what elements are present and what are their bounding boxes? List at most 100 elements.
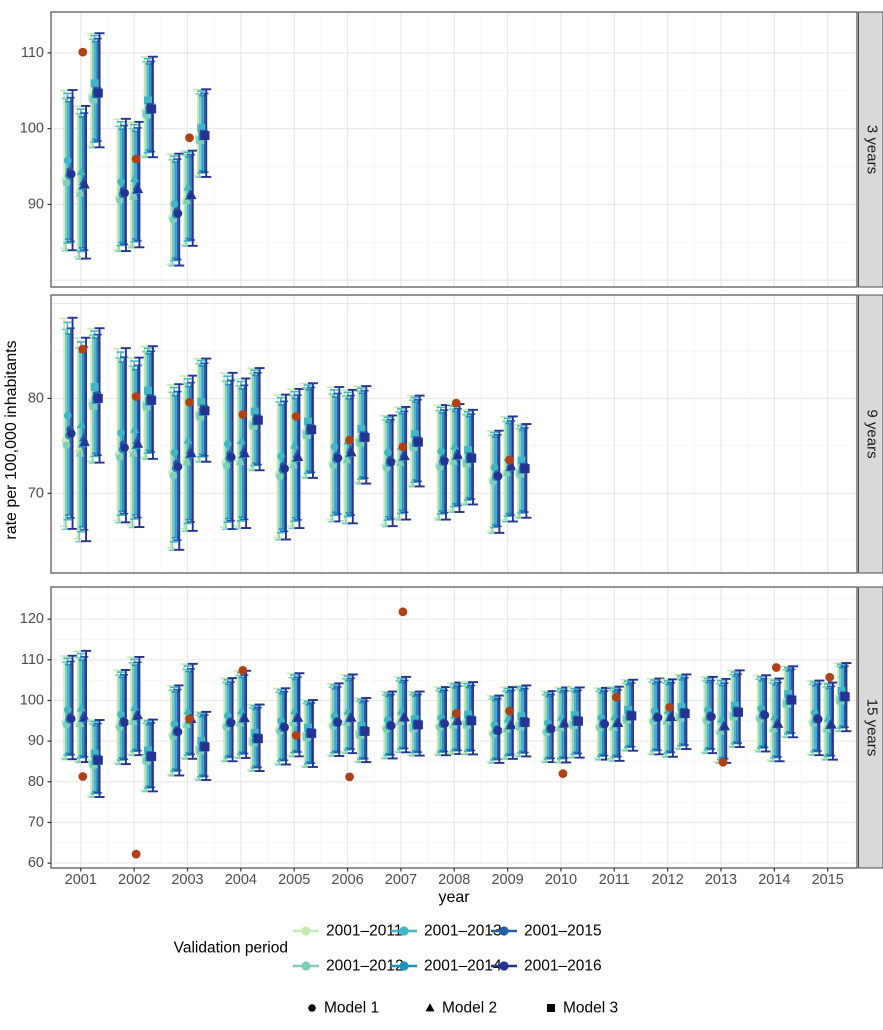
model-point-triangle [290, 440, 300, 449]
errorbar-cluster [300, 699, 318, 768]
y-tick-label: 80 [28, 390, 44, 406]
errorbar-cluster [60, 316, 78, 531]
errorbar-cluster [806, 679, 825, 757]
model-point-circle [330, 442, 339, 451]
x-tick-label: 2010 [545, 872, 577, 888]
facet-panel: 60 70 80 90 100 110 120 15 years [20, 586, 883, 871]
errorbar-cluster [166, 684, 185, 777]
model-point-square [90, 749, 99, 758]
model-point-square [360, 726, 370, 736]
model-point-circle [227, 452, 236, 462]
y-tick-label: 90 [28, 196, 44, 212]
errorbar-cluster [380, 690, 398, 760]
observed-point [398, 607, 408, 617]
observed-point [291, 731, 301, 740]
x-axis: 2001 2002 2003 2004 2005 2006 2007 2008 2009 2010… [65, 868, 844, 888]
model-point-circle [280, 464, 290, 473]
model-point-square [144, 386, 153, 395]
facet-strip [858, 586, 883, 869]
model-point-square [304, 723, 313, 732]
legend-item-period: 2001–2016 [491, 958, 602, 975]
errorbar-cluster [220, 677, 238, 763]
legend-item-period: 2001–2012 [293, 958, 404, 975]
model-point-square [357, 425, 366, 434]
model-point-triangle [293, 712, 304, 722]
model-point-circle [280, 722, 290, 732]
errorbar-cluster [126, 655, 145, 757]
errorbar-cluster [166, 383, 185, 552]
errorbar-cluster [433, 686, 451, 757]
errorbar-cluster [407, 690, 425, 757]
errorbar-cluster [660, 678, 678, 758]
model-point-square [730, 701, 739, 710]
model-point-square [840, 692, 850, 702]
y-tick-label: 100 [20, 121, 44, 137]
y-tick-label: 70 [28, 814, 44, 830]
model-point-circle [600, 719, 610, 729]
model-point-square [410, 430, 419, 439]
model-point-square [142, 402, 151, 411]
errorbar-cluster [500, 686, 518, 760]
observed-point [78, 47, 88, 57]
model-point-triangle [75, 448, 85, 457]
errorbar-cluster [73, 104, 92, 260]
errorbar-cluster [87, 719, 105, 799]
model-point-square [90, 79, 99, 88]
model-point-triangle [395, 457, 405, 466]
model-point-circle [117, 710, 125, 719]
model-point-triangle [236, 436, 246, 445]
model-point-circle [117, 177, 125, 186]
model-point-square [253, 734, 263, 744]
facet-panel: 70 80 9 years [28, 294, 883, 574]
legend-item-period: 2001–2015 [491, 923, 602, 940]
y-tick-label: 120 [20, 611, 44, 627]
model-point-triangle [183, 182, 193, 191]
model-point-circle [437, 447, 445, 456]
legend-item-label: Model 2 [442, 1000, 497, 1017]
model-point-square [250, 407, 259, 416]
model-point-circle [116, 453, 124, 462]
model-point-triangle [826, 719, 837, 729]
model-point-triangle [76, 420, 86, 429]
model-point-triangle [613, 717, 624, 728]
legend-item-label: 2001–2014 [424, 958, 502, 975]
model-point-triangle [559, 718, 570, 728]
model-point-square [200, 406, 210, 416]
model-point-square [784, 690, 793, 699]
model-point-triangle [182, 195, 192, 204]
errorbar-cluster [460, 681, 478, 756]
errorbar-cluster [193, 357, 212, 463]
model-point-triangle [399, 712, 410, 722]
model-point-circle [329, 461, 338, 470]
errorbar-cluster [140, 718, 158, 793]
model-point-triangle [128, 191, 138, 200]
model-point-circle [62, 441, 71, 449]
model-point-square [517, 712, 526, 721]
errorbar-cluster [513, 423, 532, 519]
model-point-triangle [133, 183, 144, 194]
observed-point [398, 442, 408, 452]
x-tick-label: 2008 [438, 872, 470, 888]
x-tick-label: 2006 [331, 872, 363, 888]
model-point-square [356, 438, 365, 447]
x-tick-label: 2007 [385, 872, 417, 888]
model-point-triangle [128, 448, 138, 457]
model-point-triangle [502, 467, 512, 476]
legend-key-point [399, 926, 409, 936]
model-point-circle [173, 462, 183, 472]
x-tick-label: 2001 [65, 872, 97, 888]
model-point-square [680, 708, 690, 718]
model-point-circle [173, 727, 183, 737]
legend-item-period: 2001–2014 [391, 958, 502, 975]
model-point-circle [333, 718, 343, 727]
model-point-circle [63, 706, 72, 714]
errorbar-cluster [753, 674, 772, 753]
model-point-triangle [293, 451, 304, 462]
model-point-triangle [235, 456, 245, 466]
legend-item-label: Model 1 [324, 1000, 379, 1017]
errorbar-cluster [513, 684, 532, 758]
errorbar-cluster [193, 88, 212, 178]
facet-panel: 90 100 110 3 years [20, 11, 883, 288]
errorbar-cluster [447, 681, 465, 755]
